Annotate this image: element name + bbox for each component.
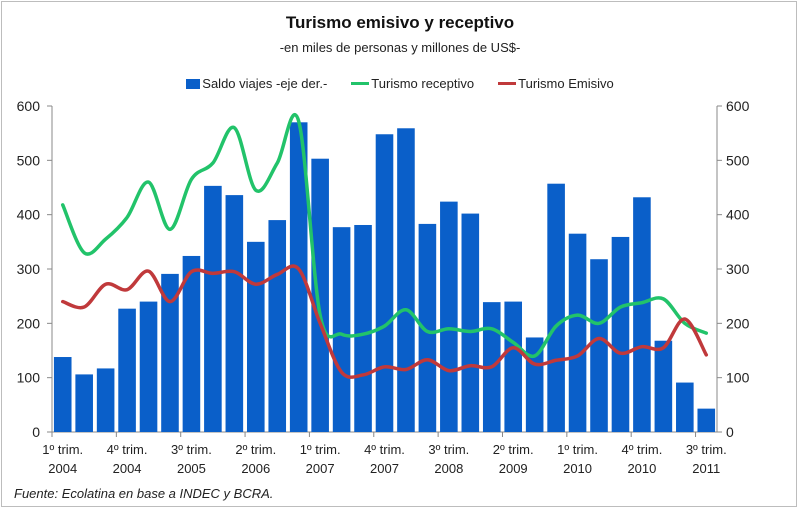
bar-saldo-viajes [96, 368, 115, 432]
x-tick-label: 4º trim. [364, 442, 405, 457]
bar-saldo-viajes [611, 236, 630, 432]
bar-saldo-viajes [440, 201, 458, 432]
bar-saldo-viajes [590, 259, 608, 432]
bar-saldo-viajes [397, 128, 415, 432]
bar-saldo-viajes [289, 122, 308, 433]
y-tick-label-left: 0 [32, 424, 40, 440]
legend-label-emisivo: Turismo Emisivo [518, 76, 614, 91]
bar-saldo-viajes [182, 255, 201, 432]
bar-saldo-viajes [225, 195, 244, 432]
legend-swatch-saldo [186, 78, 201, 89]
bar-saldo-viajes [354, 224, 372, 432]
line-turismo-emisivo [60, 264, 709, 379]
x-tick-label-year: 2011 [692, 461, 720, 476]
bar-saldo-viajes [697, 408, 716, 432]
bar-saldo-viajes [504, 301, 523, 432]
bar-saldo-viajes [311, 158, 329, 432]
chart-title: Turismo emisivo y receptivo [285, 13, 515, 32]
x-tick-label: 3º trim. [686, 442, 727, 457]
y-tick-label-left: 400 [17, 207, 41, 223]
bar-saldo-viajes [654, 340, 673, 432]
bar-saldo-viajes [161, 273, 179, 432]
legend-swatch-emisivo [498, 82, 517, 85]
bar-saldo-viajes [246, 241, 265, 432]
y-tick-label-right: 0 [726, 424, 734, 440]
x-tick-label-year: 2009 [499, 461, 528, 476]
y-tick-label-right: 500 [726, 152, 750, 168]
bar-saldo-viajes [461, 213, 480, 432]
y-tick-label-right: 100 [726, 370, 750, 386]
x-tick-label: 2º trim. [493, 442, 534, 457]
x-tick-label-year: 2006 [241, 461, 270, 476]
line-turismo-receptivo [60, 112, 709, 359]
y-tick-label-left: 100 [17, 370, 41, 386]
legend-swatch-receptivo [351, 82, 370, 85]
x-tick-label: 4º trim. [107, 442, 148, 457]
x-tick-label-year: 2010 [563, 461, 592, 476]
legend-item-receptivo: Turismo receptivo [351, 76, 474, 91]
x-tick-label: 1º trim. [42, 442, 83, 457]
x-tick-label: 2º trim. [235, 442, 276, 457]
x-tick-label-year: 2007 [370, 461, 399, 476]
legend-label-receptivo: Turismo receptivo [371, 76, 475, 91]
bar-saldo-viajes [332, 227, 351, 432]
x-tick-label-year: 2010 [627, 461, 656, 476]
bar-saldo-viajes [75, 374, 93, 432]
chart-subtitle: -en miles de personas y millones de US$- [279, 40, 521, 55]
bar-saldo-viajes [139, 301, 158, 432]
bar-saldo-viajes [547, 183, 565, 432]
bar-saldo-viajes [568, 233, 587, 432]
bar-saldo-viajes [204, 185, 222, 432]
x-tick-label: 4º trim. [621, 442, 662, 457]
legend-item-emisivo: Turismo Emisivo [498, 76, 614, 91]
legend-label-saldo: Saldo viajes -eje der.- [202, 76, 328, 91]
legend: Saldo viajes -eje der.- Turismo receptiv… [0, 76, 800, 91]
bar-saldo-viajes [375, 134, 394, 432]
bar-saldo-viajes [633, 197, 651, 432]
x-tick-label: 3º trim. [171, 442, 212, 457]
bar-saldo-viajes [53, 357, 72, 432]
x-tick-label-year: 2008 [434, 461, 463, 476]
x-tick-label: 3º trim. [428, 442, 469, 457]
y-tick-label-left: 500 [17, 152, 41, 168]
x-tick-label-year: 2005 [177, 461, 206, 476]
bar-saldo-viajes [268, 220, 287, 432]
x-tick-label-year: 2004 [113, 461, 142, 476]
x-tick-label: 1º trim. [557, 442, 598, 457]
y-tick-label-right: 300 [726, 261, 750, 277]
y-tick-label-left: 200 [17, 315, 41, 331]
x-tick-label: 1º trim. [300, 442, 341, 457]
y-tick-label-right: 200 [726, 315, 750, 331]
x-tick-label-year: 2004 [48, 461, 77, 476]
y-tick-label-left: 300 [17, 261, 41, 277]
y-tick-label-right: 600 [726, 98, 750, 114]
bar-saldo-viajes [418, 223, 437, 432]
bar-saldo-viajes [118, 308, 136, 432]
legend-item-saldo: Saldo viajes -eje der.- [186, 76, 327, 91]
source-note: Fuente: Ecolatina en base a INDEC y BCRA… [14, 486, 274, 501]
y-tick-label-right: 400 [726, 207, 750, 223]
bar-saldo-viajes [676, 382, 694, 432]
y-tick-label-left: 600 [17, 98, 41, 114]
x-tick-label-year: 2007 [306, 461, 335, 476]
